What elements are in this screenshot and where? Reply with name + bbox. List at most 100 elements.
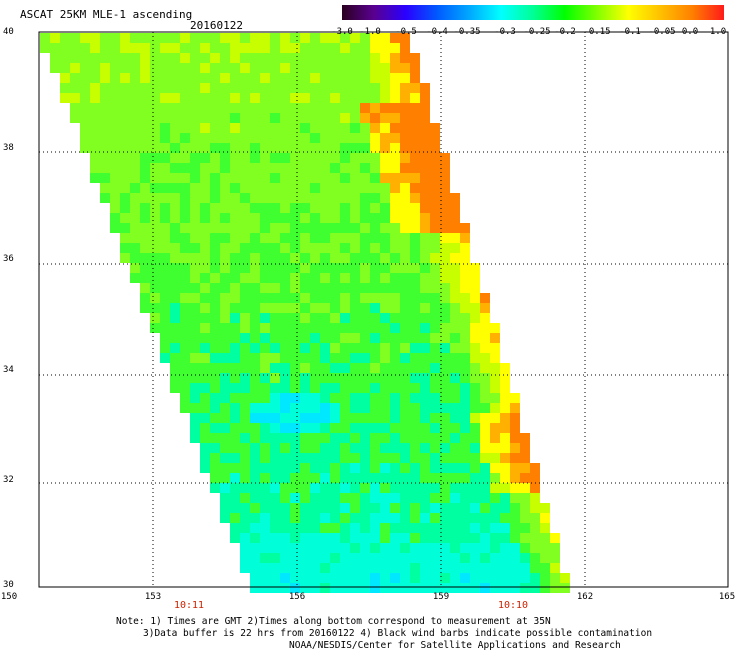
swath-cell xyxy=(120,233,130,243)
swath-cell xyxy=(440,473,450,483)
swath-cell xyxy=(310,293,320,303)
swath-cell xyxy=(310,123,320,133)
swath-cell xyxy=(460,443,470,453)
swath-cell xyxy=(260,293,270,303)
swath-cell xyxy=(170,193,180,203)
swath-cell xyxy=(310,543,320,553)
swath-cell xyxy=(480,393,490,403)
swath-cell xyxy=(240,453,250,463)
swath-cell xyxy=(450,543,460,553)
swath-cell xyxy=(110,43,120,53)
swath-cell xyxy=(250,373,260,383)
swath-cell xyxy=(160,33,170,43)
swath-cell xyxy=(340,143,350,153)
swath-cell xyxy=(240,43,250,53)
swath-cell xyxy=(340,203,350,213)
swath-cell xyxy=(230,483,240,493)
swath-cell xyxy=(280,363,290,373)
swath-cell xyxy=(120,73,130,83)
swath-cell xyxy=(180,203,190,213)
swath-cell xyxy=(420,583,430,593)
swath-cell xyxy=(290,333,300,343)
swath-cell xyxy=(270,253,280,263)
swath-cell xyxy=(450,403,460,413)
swath-cell xyxy=(500,533,510,543)
swath-cell xyxy=(300,483,310,493)
swath-cell xyxy=(410,183,420,193)
swath-cell xyxy=(500,573,510,583)
swath-cell xyxy=(360,353,370,363)
swath-cell xyxy=(170,233,180,243)
colorbar-label: -0.3 xyxy=(494,27,516,37)
swath-cell xyxy=(360,73,370,83)
swath-cell xyxy=(380,63,390,73)
swath-cell xyxy=(450,243,460,253)
swath-cell xyxy=(330,203,340,213)
swath-cell xyxy=(460,273,470,283)
swath-cell xyxy=(310,333,320,343)
swath-cell xyxy=(440,153,450,163)
swath-cell xyxy=(200,403,210,413)
swath-cell xyxy=(380,103,390,113)
swath-cell xyxy=(240,513,250,523)
swath-cell xyxy=(300,53,310,63)
swath-cell xyxy=(340,383,350,393)
swath-cell xyxy=(400,523,410,533)
swath-cell xyxy=(400,103,410,113)
swath-cell xyxy=(260,453,270,463)
swath-cell xyxy=(430,533,440,543)
swath-cell xyxy=(290,543,300,553)
swath-cell xyxy=(500,393,510,403)
swath-cell xyxy=(60,73,70,83)
swath-cell xyxy=(180,153,190,163)
swath-cell xyxy=(410,453,420,463)
swath-cell xyxy=(140,173,150,183)
swath-cell xyxy=(420,243,430,253)
swath-cell xyxy=(320,453,330,463)
swath-cell xyxy=(260,393,270,403)
swath-cell xyxy=(400,153,410,163)
swath-cell xyxy=(370,313,380,323)
swath-cell xyxy=(430,253,440,263)
swath-cell xyxy=(280,33,290,43)
swath-cell xyxy=(450,453,460,463)
swath-cell xyxy=(510,553,520,563)
swath-cell xyxy=(160,153,170,163)
swath-cell xyxy=(370,433,380,443)
swath-cell xyxy=(410,533,420,543)
swath-cell xyxy=(340,373,350,383)
swath-cell xyxy=(230,113,240,123)
swath-cell xyxy=(360,463,370,473)
swath-cell xyxy=(80,123,90,133)
swath-cell xyxy=(510,523,520,533)
swath-cell xyxy=(100,153,110,163)
swath-cell xyxy=(390,73,400,83)
swath-cell xyxy=(240,433,250,443)
colorbar-label: -0.15 xyxy=(583,27,611,37)
swath-cell xyxy=(190,373,200,383)
swath-cell xyxy=(410,283,420,293)
swath-cell xyxy=(150,93,160,103)
swath-cell xyxy=(120,123,130,133)
swath-cell xyxy=(410,503,420,513)
swath-cell xyxy=(210,483,220,493)
swath-cell xyxy=(300,573,310,583)
swath-cell xyxy=(270,303,280,313)
swath-cell xyxy=(390,263,400,273)
swath-cell xyxy=(330,373,340,383)
swath-cell xyxy=(400,423,410,433)
swath-cell xyxy=(260,463,270,473)
swath-cell xyxy=(380,193,390,203)
swath-cell xyxy=(190,193,200,203)
swath-cell xyxy=(220,513,230,523)
swath-cell xyxy=(170,253,180,263)
swath-cell xyxy=(500,473,510,483)
colorbar-label: 1.0 xyxy=(709,27,727,37)
swath-cell xyxy=(510,483,520,493)
swath-cell xyxy=(500,543,510,553)
swath-cell xyxy=(400,183,410,193)
swath-cell xyxy=(290,183,300,193)
swath-cell xyxy=(390,183,400,193)
swath-cell xyxy=(220,73,230,83)
swath-cell xyxy=(380,273,390,283)
